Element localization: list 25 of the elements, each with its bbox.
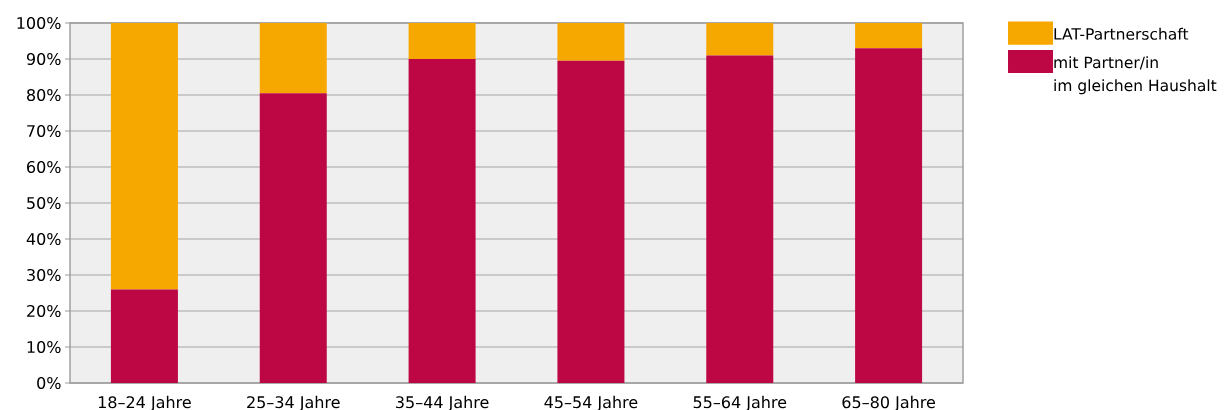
y-tick-label: 70% xyxy=(27,124,61,138)
bar xyxy=(408,23,476,59)
y-tick-label: 40% xyxy=(26,232,61,246)
y-tick-label: 90% xyxy=(26,52,61,66)
legend-label: LAT-Partnerschaft xyxy=(1054,27,1189,40)
bar xyxy=(557,60,625,383)
bar xyxy=(706,55,774,383)
bar xyxy=(110,289,178,383)
y-tick-label: 0% xyxy=(37,376,61,390)
bar xyxy=(408,59,476,383)
bar xyxy=(259,93,327,383)
bar xyxy=(110,23,178,290)
legend-label: mit Partner/in im gleichen Haushalt xyxy=(1054,56,1217,95)
y-tick-label: 100% xyxy=(17,16,61,30)
bar xyxy=(557,23,625,61)
bar xyxy=(855,48,923,383)
y-tick-label: 60% xyxy=(27,160,61,174)
bar xyxy=(259,23,327,94)
bar xyxy=(706,23,774,56)
y-tick-label: 30% xyxy=(27,268,61,282)
y-tick-label: 80% xyxy=(27,88,61,102)
y-tick-label: 50% xyxy=(27,196,61,210)
y-tick-label: 20% xyxy=(27,304,61,318)
y-tick-label: 10% xyxy=(27,340,61,354)
bar xyxy=(855,23,923,49)
